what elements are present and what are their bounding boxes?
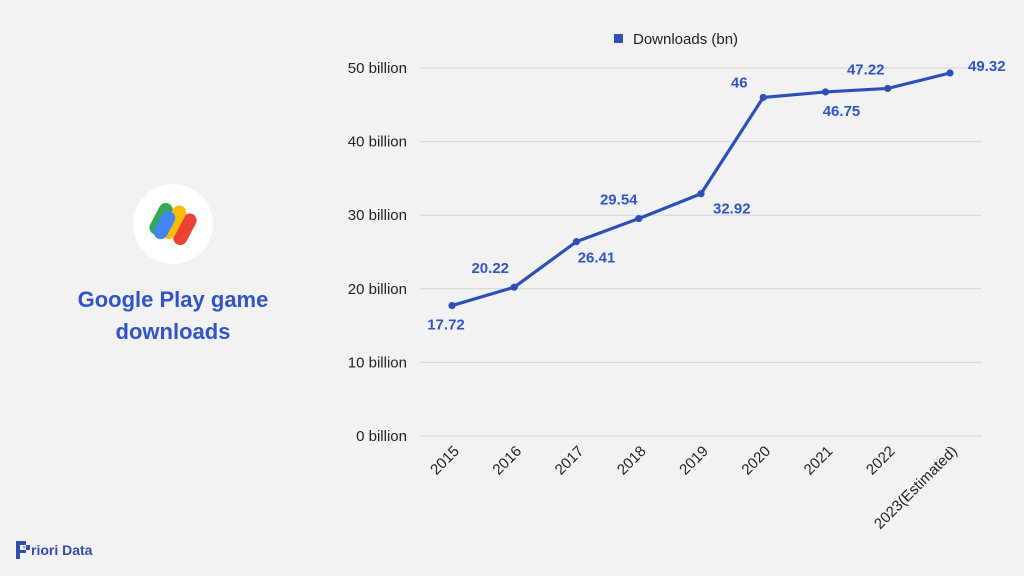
data-label: 47.22 — [847, 61, 885, 78]
y-tick-label: 10 billion — [348, 354, 407, 371]
y-tick-label: 20 billion — [348, 281, 407, 298]
title-line-1: Google Play game — [77, 287, 269, 312]
data-point — [884, 84, 892, 93]
legend-label: Downloads (bn) — [633, 31, 738, 48]
brand: riori Data — [16, 540, 92, 560]
title-line-2: downloads — [115, 319, 231, 344]
x-tick-label: 2021 — [801, 443, 837, 479]
data-point — [448, 301, 456, 310]
data-label: 49.32 — [968, 58, 1006, 75]
y-tick-label: 0 billion — [356, 428, 407, 445]
x-tick-label: 2017 — [552, 443, 588, 479]
data-label: 17.72 — [427, 317, 465, 334]
x-tick-label: 2015 — [427, 443, 463, 479]
x-tick-label: 2019 — [676, 443, 712, 479]
x-tick-label: 2016 — [489, 443, 525, 479]
y-tick-label: 40 billion — [348, 134, 407, 151]
data-point — [821, 88, 830, 96]
page-title: Google Play game downloads — [40, 284, 306, 348]
data-point — [946, 69, 954, 77]
x-tick-label: 2018 — [614, 443, 650, 479]
data-label: 46.75 — [823, 103, 861, 120]
data-label: 26.41 — [578, 250, 616, 267]
data-point — [572, 238, 581, 246]
priori-data-logo-icon — [16, 541, 30, 559]
legend-swatch — [614, 34, 623, 43]
google-play-games-icon — [149, 202, 197, 246]
data-label: 20.22 — [471, 260, 509, 277]
data-point — [759, 93, 767, 102]
brand-name: riori Data — [31, 542, 93, 558]
logo-circle — [133, 184, 213, 264]
data-label: 29.54 — [600, 192, 638, 209]
series-line — [450, 71, 952, 308]
data-point — [697, 190, 705, 198]
x-tick-label: 2020 — [738, 443, 774, 479]
y-tick-label: 50 billion — [348, 60, 407, 77]
data-point — [635, 214, 643, 223]
x-tick-label: 2022 — [863, 443, 899, 479]
data-label: 46 — [731, 74, 748, 91]
data-label: 32.92 — [713, 201, 751, 218]
data-point — [510, 283, 518, 291]
y-tick-label: 30 billion — [348, 207, 407, 224]
